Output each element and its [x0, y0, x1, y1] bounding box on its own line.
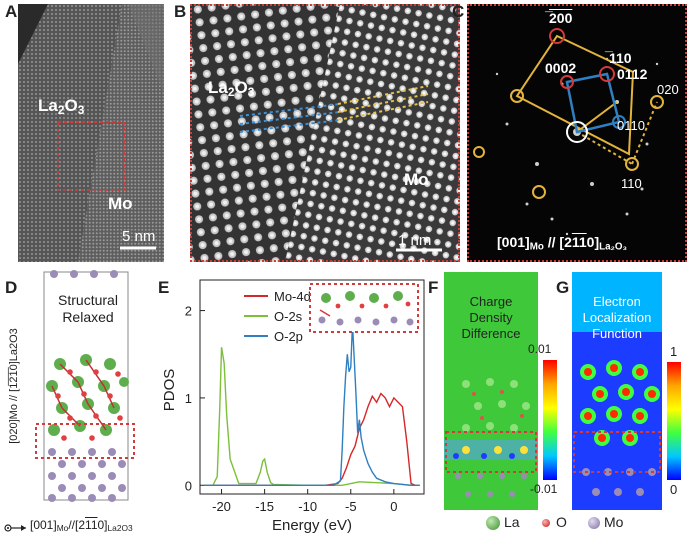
material-label-la2o3-a: La2O3 — [38, 96, 85, 117]
legend-label-o2s: O-2s — [274, 309, 303, 324]
series-line-mo-4d — [204, 392, 420, 486]
inset-structure-e — [309, 283, 419, 333]
pdos-chart: -20 -15 -10 -5 0 0 1 2 PDOS Energy (eV) Mo-4d … — [161, 279, 425, 534]
spot-label-0002: 0002 — [545, 60, 577, 76]
region-box-a — [57, 121, 125, 191]
x-tick-label: -10 — [298, 499, 317, 514]
panel-label-d: D — [5, 278, 18, 297]
legend-label-o2p: O-2p — [274, 329, 303, 344]
tem-image-b: La2O3 Mo 1 nm — [190, 4, 460, 262]
panel-label-b: B — [174, 2, 187, 21]
colorbar-g-min: 0 — [670, 482, 678, 497]
la-atom-icon — [486, 516, 500, 530]
interface-box-d — [35, 423, 135, 459]
panel-label-g: G — [556, 278, 570, 297]
x-axis-label: Energy (eV) — [272, 517, 352, 534]
colorbar-g-max: 1 — [670, 344, 678, 359]
x-axis-label-d: [001]Mo//[2110]La2O3 — [30, 518, 133, 534]
structure-panel-d: Structural Relaxed — [22, 268, 142, 508]
charge-density-map-f: Charge Density Difference — [444, 272, 538, 510]
y-tick-label: 0 — [185, 478, 192, 493]
spot-label-110: 110 — [621, 176, 642, 191]
o-atom-icon — [542, 519, 550, 527]
material-label-mo-b: Mo — [404, 170, 429, 189]
x-tick-label: -20 — [212, 499, 231, 514]
spot-label-0112: 0112 — [617, 66, 648, 82]
y-axis-label-d: [020]Mo // [1̅2̅1̅0]La2O3 — [8, 328, 20, 444]
fft-pattern-c: ̅200 0002 ̅110 0112 020 0110 110 [001]Mo… — [467, 4, 687, 262]
atom-legend: La O Mo — [486, 512, 686, 536]
spot-label-110-top: ̅110 — [609, 50, 632, 66]
material-label-mo-a: Mo — [108, 194, 133, 213]
legend-la-label: La — [504, 514, 520, 530]
legend-label-mo4d: Mo-4d — [274, 289, 311, 304]
panel-label-f: F — [428, 278, 439, 297]
structure-model-d — [35, 270, 135, 502]
charge-density-title: Charge Density Difference — [461, 294, 521, 341]
y-tick-label: 2 — [185, 304, 192, 319]
chart-legend: Mo-4d O-2s O-2p — [244, 289, 311, 344]
spot-label-0110: 0110 — [617, 118, 645, 133]
legend-o-label: O — [556, 514, 567, 530]
tem-lattice-a — [18, 4, 164, 262]
elf-map-g: Electron Localization Function — [572, 272, 662, 510]
panel-label-a: A — [5, 2, 18, 21]
colorbar-f — [543, 360, 557, 480]
fft-diagram-c — [473, 28, 664, 236]
structure-title-d: Structural Relaxed — [58, 292, 118, 325]
x-tick-label: -15 — [255, 499, 274, 514]
series-line-o-2p — [204, 323, 420, 486]
spot-label-020: 020 — [657, 82, 679, 97]
series-line-o-2s — [204, 347, 420, 486]
material-label-la2o3-b: La2O3 — [208, 78, 255, 99]
spot-label-200: ̅200 — [549, 10, 573, 26]
colorbar-f-min: -0.01 — [530, 482, 558, 496]
scale-bar-label-a: 5 nm — [122, 228, 156, 245]
x-tick-label: -5 — [345, 499, 357, 514]
axis-indicator-d — [2, 512, 28, 536]
legend-mo-label: Mo — [604, 514, 624, 530]
y-axis-label: PDOS — [161, 369, 178, 412]
x-tick-label: 0 — [390, 499, 397, 514]
colorbar-f-max: 0.01 — [528, 342, 552, 356]
panel-label-c: C — [452, 2, 465, 21]
mo-atom-icon — [588, 517, 600, 529]
elf-title: Electron Localization Function — [582, 294, 652, 341]
zone-axis-label: [001]Mo // [2110]La₂O₃ — [497, 234, 628, 253]
plot-frame — [199, 279, 425, 495]
colorbar-g — [667, 362, 681, 480]
y-tick-label: 1 — [185, 391, 192, 406]
scale-bar-label-b: 1 nm — [398, 232, 432, 249]
panel-label-e: E — [158, 278, 170, 297]
tem-lattice-b — [190, 4, 460, 262]
tem-image-a: La2O3 Mo 5 nm — [18, 4, 164, 262]
